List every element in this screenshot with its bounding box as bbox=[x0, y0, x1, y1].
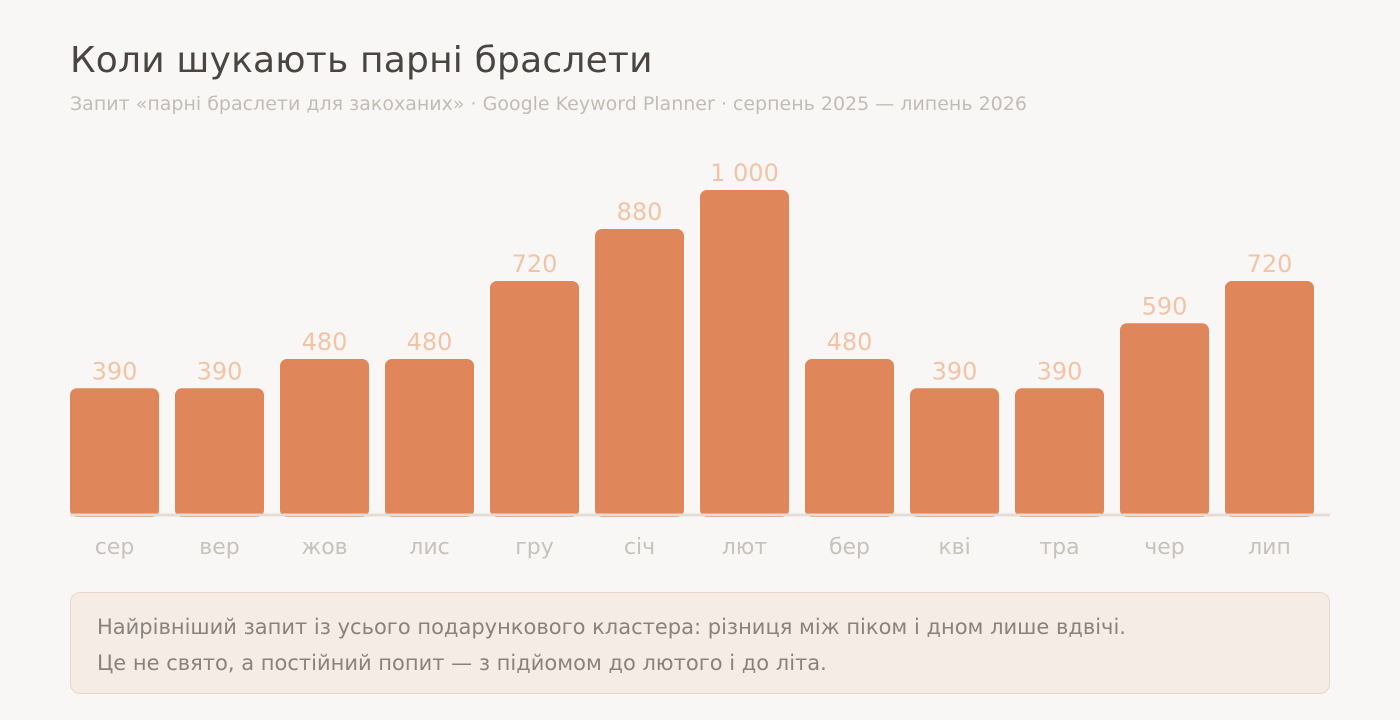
bar-9 bbox=[910, 388, 999, 517]
chart-subtitle: Запит «парні браслети для закоханих» · G… bbox=[70, 93, 1027, 115]
insight-note-line-2: Це не свято, а постійний попит — з підйо… bbox=[97, 651, 827, 675]
bars-layer bbox=[70, 190, 1314, 517]
value-label-3: 480 bbox=[302, 328, 348, 356]
bar-1 bbox=[70, 388, 159, 517]
category-label-1: сер bbox=[95, 535, 135, 560]
category-label-6: січ bbox=[624, 535, 655, 560]
value-label-5: 720 bbox=[512, 250, 558, 278]
category-label-8: бер bbox=[829, 535, 870, 560]
category-label-3: жов bbox=[301, 535, 347, 560]
category-label-7: лют bbox=[722, 535, 768, 560]
bar-3 bbox=[280, 359, 369, 517]
category-label-10: тра bbox=[1039, 535, 1079, 560]
value-label-7: 1 000 bbox=[710, 159, 779, 187]
value-label-12: 720 bbox=[1247, 250, 1293, 278]
category-label-9: кві bbox=[938, 535, 970, 560]
value-label-6: 880 bbox=[617, 198, 663, 226]
bar-4 bbox=[385, 359, 474, 517]
category-label-11: чер bbox=[1144, 535, 1185, 560]
chart-title: Коли шукають парні браслети bbox=[70, 40, 653, 81]
value-label-11: 590 bbox=[1142, 292, 1188, 320]
category-label-5: гру bbox=[515, 535, 554, 560]
bar-6 bbox=[595, 229, 684, 517]
category-label-2: вер bbox=[199, 535, 239, 560]
bar-2 bbox=[175, 388, 264, 517]
bar-chart: 390 сер 390 вер 480 жов 480 лис 720 гру 880 січ 1 00… bbox=[70, 159, 1330, 560]
bar-11 bbox=[1120, 323, 1209, 517]
bar-5 bbox=[490, 281, 579, 517]
insight-note-line-1: Найрівніший запит із усього подарунковог… bbox=[97, 615, 1126, 639]
bar-10 bbox=[1015, 388, 1104, 517]
bar-12 bbox=[1225, 281, 1314, 517]
value-label-10: 390 bbox=[1037, 357, 1083, 385]
category-label-12: лип bbox=[1248, 535, 1291, 560]
value-label-1: 390 bbox=[92, 357, 138, 385]
value-label-9: 390 bbox=[932, 357, 978, 385]
bar-7 bbox=[700, 190, 789, 517]
insight-note: Найрівніший запит із усього подарунковог… bbox=[70, 592, 1330, 694]
value-label-2: 390 bbox=[197, 357, 243, 385]
labels-layer: 390 сер 390 вер 480 жов 480 лис 720 гру 880 січ 1 00… bbox=[92, 159, 1293, 560]
value-label-4: 480 bbox=[407, 328, 453, 356]
bar-8 bbox=[805, 359, 894, 517]
category-label-4: лис bbox=[409, 535, 449, 560]
value-label-8: 480 bbox=[827, 328, 873, 356]
